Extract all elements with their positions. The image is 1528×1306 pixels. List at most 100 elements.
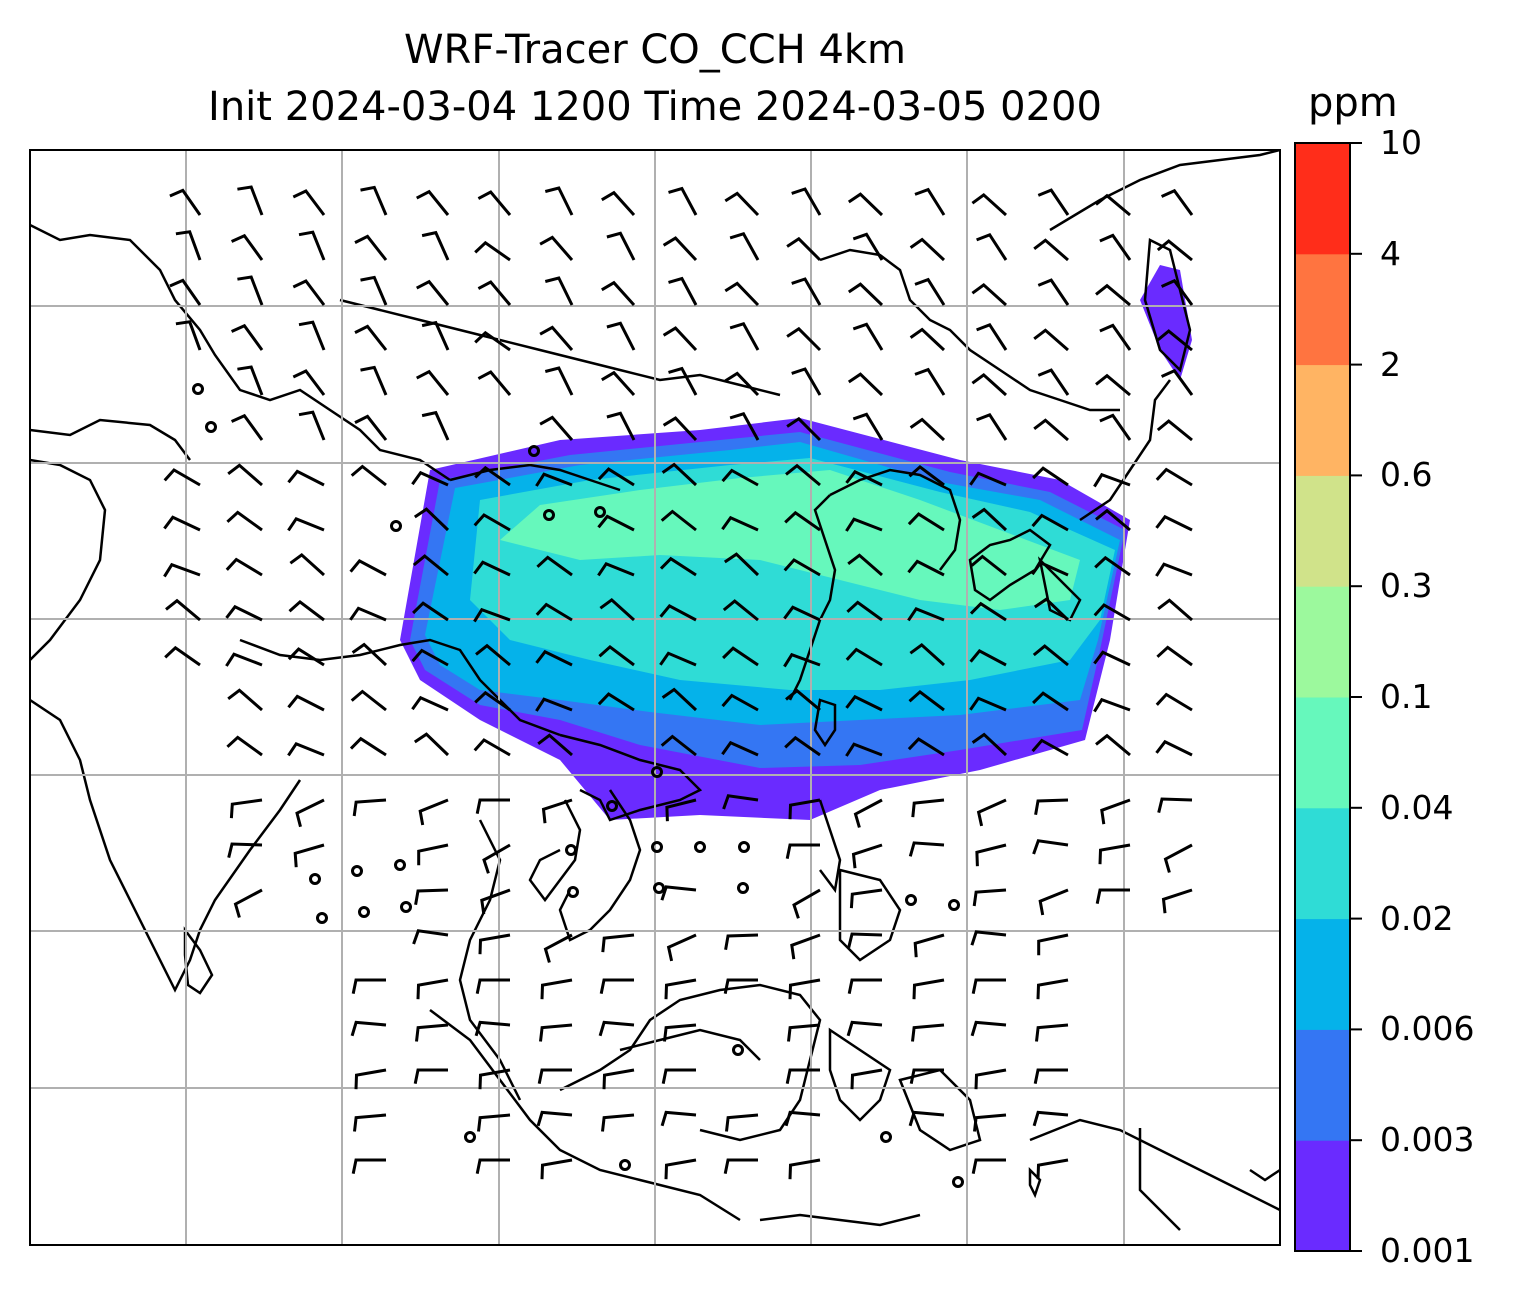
calm-wind-circle (952, 1176, 964, 1188)
calm-wind-circle (594, 506, 606, 518)
calm-wind-circle (351, 865, 363, 877)
wind-barb (597, 692, 635, 712)
wind-barb (1093, 650, 1131, 667)
wind-barb (1036, 1158, 1069, 1180)
calm-wind-circle (651, 766, 663, 778)
wind-barb (298, 410, 326, 441)
wind-barb (1155, 514, 1193, 532)
wind-barb (230, 323, 264, 351)
wind-barb (908, 689, 945, 712)
wind-barb (785, 1068, 820, 1085)
wind-barb (417, 843, 449, 866)
calm-wind-circle (565, 844, 577, 856)
wind-barb (233, 888, 263, 918)
wind-barb (412, 929, 449, 945)
wind-barb (1156, 329, 1193, 352)
colorbar-tick-label: 0.02 (1380, 898, 1454, 938)
wind-barb (1100, 798, 1131, 825)
colorbar-segment (1295, 475, 1350, 587)
wind-barb (535, 649, 573, 667)
calm-wind-circle (205, 421, 217, 433)
wind-barb (415, 1023, 449, 1042)
wind-barb (295, 798, 325, 828)
colorbar-segment (1295, 1140, 1350, 1252)
calm-wind-circle (192, 383, 204, 395)
wind-barb (601, 280, 636, 307)
wind-barb (1160, 368, 1194, 396)
wind-barb (909, 1068, 944, 1085)
wind-barb (909, 642, 946, 667)
wind-barb (354, 414, 388, 441)
wind-barb (289, 552, 326, 577)
wind-barb (475, 978, 510, 995)
wind-barb (226, 510, 263, 532)
wind-barb (1037, 278, 1070, 306)
wind-barb (474, 330, 511, 352)
wind-barb (482, 843, 511, 874)
wind-barb (909, 327, 946, 352)
wind-barb (668, 276, 698, 306)
wind-barb (412, 601, 449, 622)
wind-barb (230, 413, 264, 441)
wind-barb (411, 470, 449, 487)
colorbar-tick-label: 0.003 (1380, 1120, 1475, 1160)
calm-wind-circle (738, 841, 750, 853)
wind-barb (974, 1068, 1007, 1090)
calm-wind-circle (653, 882, 665, 894)
wind-barb (287, 694, 325, 712)
wind-barb (907, 606, 945, 622)
wind-barb (661, 1068, 696, 1085)
wind-barb (597, 467, 635, 487)
wind-barb (784, 510, 821, 532)
wind-barb (537, 1068, 572, 1085)
wind-barb (668, 366, 698, 396)
wind-barb (350, 1020, 387, 1037)
wind-barb (350, 464, 387, 487)
wind-barb (722, 794, 759, 810)
wind-barb (845, 742, 883, 757)
wind-barb (724, 281, 760, 307)
wind-barb (237, 185, 264, 216)
colorbar (1295, 142, 1362, 1252)
calm-wind-circle (948, 899, 960, 911)
colorbar-tick-label: 0.04 (1380, 787, 1454, 827)
wind-barb (293, 843, 325, 868)
wind-barb (1155, 562, 1193, 577)
wind-barb (237, 365, 264, 396)
wind-barb (421, 230, 450, 261)
wind-barb (606, 411, 636, 441)
wind-barb (721, 740, 759, 757)
wind-barb (416, 189, 450, 216)
wind-barb (225, 604, 263, 622)
wind-barb (973, 1113, 1007, 1132)
wind-barb (226, 735, 263, 757)
wind-barb (411, 648, 449, 667)
wind-barb (414, 888, 449, 906)
wind-barb (786, 236, 822, 262)
wind-barb (287, 469, 325, 487)
wind-barb (298, 320, 326, 351)
calm-wind-circle (651, 841, 663, 853)
wind-barb (845, 469, 883, 487)
wind-barb (597, 561, 635, 577)
wind-barb (544, 366, 574, 396)
colorbar-tick-label: 4 (1380, 233, 1401, 273)
wind-barb (287, 647, 325, 667)
wind-barb (599, 978, 634, 995)
wind-barb (474, 1020, 511, 1037)
wind-barb (298, 230, 326, 261)
wind-barb (668, 186, 698, 216)
colorbar-tick-label: 0.6 (1380, 455, 1433, 495)
wind-barb (416, 369, 450, 396)
wind-barb (473, 738, 511, 757)
wind-barb (602, 1068, 635, 1090)
wind-barb (908, 841, 945, 857)
wind-barb (416, 279, 450, 306)
wind-barb (163, 562, 201, 578)
calm-wind-circle (880, 1131, 892, 1143)
wind-barb (540, 978, 573, 1000)
calm-wind-circle (543, 509, 555, 521)
wind-barb (1156, 645, 1193, 667)
wind-barb (729, 232, 760, 261)
